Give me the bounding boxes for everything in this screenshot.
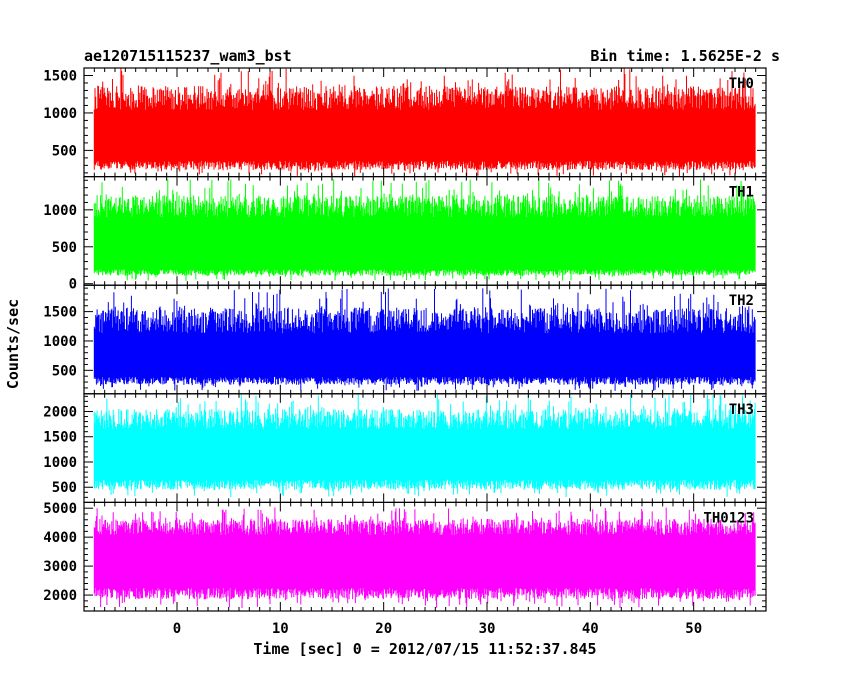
chart-title-left: ae120715115237_wam3_bst — [84, 47, 292, 65]
y-axis-label: Counts/sec — [4, 299, 22, 389]
y-tick-label-th0123: 4000 — [43, 530, 77, 546]
y-tick-label-th2: 1500 — [43, 305, 77, 321]
y-tick-label-th3: 2000 — [43, 405, 77, 421]
x-tick-label: 20 — [375, 621, 392, 637]
y-tick-label-th3: 500 — [52, 480, 77, 496]
y-tick-label-th3: 1000 — [43, 455, 77, 471]
y-tick-label-th3: 1500 — [43, 430, 77, 446]
panel-label-th3: TH3 — [729, 402, 754, 418]
series-line-th0123 — [93, 507, 756, 609]
y-tick-label-th0123: 2000 — [43, 588, 77, 604]
y-tick-label-th0123: 5000 — [43, 501, 77, 517]
x-axis-label: Time [sec] 0 = 2012/07/15 11:52:37.845 — [253, 640, 596, 658]
y-tick-label-th0: 500 — [52, 143, 77, 159]
series-line-th3 — [93, 393, 756, 498]
y-tick-label-th0: 1500 — [43, 69, 77, 85]
y-tick-label-th0: 1000 — [43, 106, 77, 122]
y-tick-label-th2: 1000 — [43, 334, 77, 350]
text-layer: ae120715115237_wam3_bst Bin time: 1.5625… — [4, 47, 780, 658]
series-layer — [93, 68, 756, 609]
panel-label-th1: TH1 — [729, 185, 754, 201]
y-tick-label-th1: 1000 — [43, 203, 77, 219]
series-line-th2 — [93, 288, 756, 391]
series-line-th0 — [93, 68, 756, 177]
x-tick-label: 40 — [582, 621, 599, 637]
y-tick-label-th2: 500 — [52, 363, 77, 379]
x-tick-label: 30 — [479, 621, 496, 637]
panel-label-th2: TH2 — [729, 293, 754, 309]
chart-title-right: Bin time: 1.5625E-2 s — [590, 47, 780, 65]
y-tick-label-th0123: 3000 — [43, 559, 77, 575]
x-tick-label: 50 — [685, 621, 702, 637]
x-tick-label: 0 — [173, 621, 181, 637]
frame-layer — [83, 67, 767, 612]
series-line-th1 — [93, 179, 756, 281]
panel-label-th0123: TH0123 — [703, 510, 754, 526]
x-tick-label: 10 — [272, 621, 289, 637]
y-tick-label-th1: 500 — [52, 240, 77, 256]
y-tick-label-th1: 0 — [69, 277, 77, 293]
panel-label-th0: TH0 — [729, 76, 754, 92]
